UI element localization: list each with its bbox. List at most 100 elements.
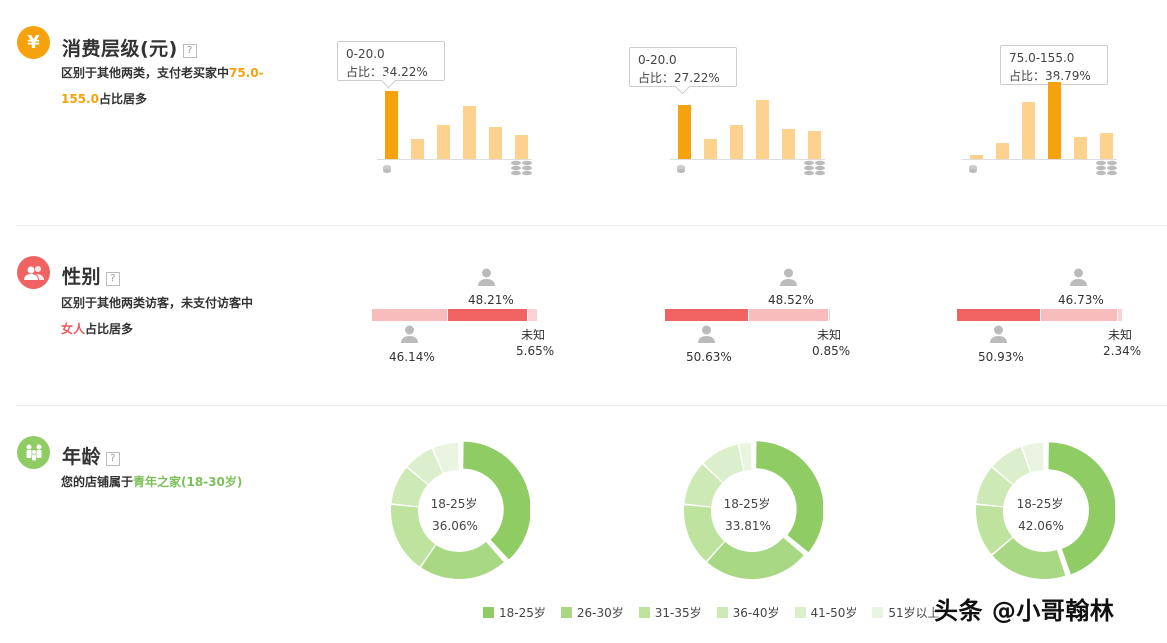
unknown-pct: 2.34% xyxy=(1103,344,1142,358)
female-segment[interactable] xyxy=(748,309,829,321)
female-segment[interactable] xyxy=(1041,309,1119,321)
help-icon[interactable]: ? xyxy=(106,452,121,466)
legend-swatch xyxy=(560,607,572,618)
spending-bar-chart-1 xyxy=(377,80,532,159)
coin-single-icon xyxy=(969,165,977,173)
unknown-pct: 0.85% xyxy=(812,344,851,358)
legend-item[interactable]: 36-40岁 xyxy=(716,604,780,621)
age-desc: 您的店铺属于青年之家(18-30岁) xyxy=(61,475,243,489)
female-pct: 46.73% xyxy=(1058,293,1104,307)
help-icon[interactable]: ? xyxy=(106,272,121,286)
unknown-label: 未知 xyxy=(1108,328,1133,342)
watermark: 头条 @小哥翰林 xyxy=(934,597,1115,625)
donut-slice[interactable] xyxy=(976,467,1013,507)
spending-bar[interactable] xyxy=(437,125,450,159)
female-person-icon xyxy=(1070,268,1087,286)
spending-bar[interactable] xyxy=(1100,133,1113,159)
donut-slice[interactable] xyxy=(421,541,504,579)
gender-section: 性别? 区别于其他两类访客，未支付访客中 女人占比居多 48.21% 46.14… xyxy=(0,226,1167,406)
spending-bar[interactable] xyxy=(463,106,476,159)
legend-item[interactable]: 31-35岁 xyxy=(638,604,702,621)
donut-slice[interactable] xyxy=(707,537,804,579)
spending-bar-chart-3 xyxy=(962,80,1117,159)
users-icon xyxy=(17,256,50,289)
spending-bar[interactable] xyxy=(515,135,528,159)
legend-item[interactable]: 18-25岁 xyxy=(483,604,546,621)
female-segment[interactable] xyxy=(448,309,528,321)
spending-bar[interactable] xyxy=(704,139,717,159)
spending-tooltip-2: 0-20.0 占比：27.22% xyxy=(629,47,737,95)
spending-section: ¥ 消费层级(元)? 区别于其他两类，支付老买家中75.0- 155.0占比居多… xyxy=(0,0,1167,225)
unknown-segment[interactable] xyxy=(527,309,538,321)
male-pct: 50.63% xyxy=(686,350,732,364)
donut-slice[interactable] xyxy=(684,464,723,507)
coin-stack-icon xyxy=(804,160,825,176)
gender-chart-3: 46.73% 50.93% 未知 2.34% xyxy=(957,266,1147,366)
male-segment[interactable] xyxy=(665,309,749,321)
donut-slice[interactable] xyxy=(463,441,530,560)
age-legend: 18-25岁 26-30岁 31-35岁 36-40岁 41-50岁 51岁以上 xyxy=(483,604,955,621)
male-segment[interactable] xyxy=(957,309,1042,321)
gender-desc: 区别于其他两类访客，未支付访客中 女人占比居多 xyxy=(61,296,254,336)
spending-bar[interactable] xyxy=(782,129,795,159)
family-icon xyxy=(17,436,50,469)
spending-bar-chart-2 xyxy=(670,80,825,159)
spending-bar[interactable] xyxy=(678,105,691,159)
donut-center-label: 18-25岁 xyxy=(723,497,771,511)
donut-slice[interactable] xyxy=(684,505,725,562)
donut-center-pct: 36.06% xyxy=(432,519,478,533)
spending-bar[interactable] xyxy=(730,125,743,159)
donut-slice[interactable] xyxy=(1048,442,1115,575)
gender-chart-2: 48.52% 50.63% 未知 0.85% xyxy=(665,266,855,366)
coin-single-icon xyxy=(677,165,685,173)
spending-bar[interactable] xyxy=(756,100,769,159)
donut-slice[interactable] xyxy=(703,444,744,483)
spending-bar[interactable] xyxy=(808,131,821,159)
spending-bar[interactable] xyxy=(970,155,983,159)
legend-swatch xyxy=(716,607,728,618)
unknown-segment[interactable] xyxy=(1118,309,1123,321)
spending-bar[interactable] xyxy=(1048,82,1061,159)
spending-bar[interactable] xyxy=(411,139,424,159)
age-donut-2 xyxy=(684,441,823,579)
male-pct: 46.14% xyxy=(389,350,435,364)
donut-slice[interactable] xyxy=(407,448,443,485)
male-pct: 50.93% xyxy=(978,350,1024,364)
unknown-label: 未知 xyxy=(521,328,546,342)
gender-chart-1: 48.21% 46.14% 未知 5.65% xyxy=(372,266,555,366)
unknown-segment[interactable] xyxy=(828,309,831,321)
legend-swatch xyxy=(483,607,494,618)
legend-swatch xyxy=(872,607,884,618)
yuan-icon: ¥ xyxy=(17,26,50,59)
donut-slice[interactable] xyxy=(756,441,823,553)
legend-item[interactable]: 26-30岁 xyxy=(560,604,624,621)
donut-slice[interactable] xyxy=(739,443,752,471)
age-section: 年龄? 您的店铺属于青年之家(18-30岁) 18-25岁 36.06% 18-… xyxy=(0,406,1167,643)
spending-bar[interactable] xyxy=(1074,137,1087,159)
spending-bar[interactable] xyxy=(996,143,1009,159)
age-donut-1 xyxy=(391,441,530,579)
help-icon[interactable]: ? xyxy=(182,44,197,58)
donut-slice[interactable] xyxy=(1022,443,1044,473)
spending-bar[interactable] xyxy=(385,91,398,159)
donut-slice[interactable] xyxy=(433,443,459,474)
female-person-icon xyxy=(478,268,495,286)
unknown-pct: 5.65% xyxy=(516,344,555,358)
spending-bar[interactable] xyxy=(489,127,502,159)
age-title: 年龄? xyxy=(62,442,121,469)
male-person-icon xyxy=(990,325,1007,343)
donut-slice[interactable] xyxy=(992,537,1066,579)
male-segment[interactable] xyxy=(372,309,449,321)
donut-slice[interactable] xyxy=(992,447,1031,485)
legend-item[interactable]: 41-50岁 xyxy=(794,604,857,621)
age-donut-3 xyxy=(976,442,1115,579)
gender-bar xyxy=(665,309,831,321)
spending-desc: 区别于其他两类，支付老买家中75.0- 155.0占比居多 xyxy=(61,66,264,106)
donut-slice[interactable] xyxy=(391,467,428,507)
legend-item[interactable]: 51岁以上 xyxy=(872,604,940,621)
female-pct: 48.21% xyxy=(468,293,514,307)
spending-bar[interactable] xyxy=(1022,102,1035,159)
donut-slice[interactable] xyxy=(976,505,1013,555)
donut-center-label: 18-25岁 xyxy=(430,497,478,511)
donut-slice[interactable] xyxy=(391,505,436,567)
